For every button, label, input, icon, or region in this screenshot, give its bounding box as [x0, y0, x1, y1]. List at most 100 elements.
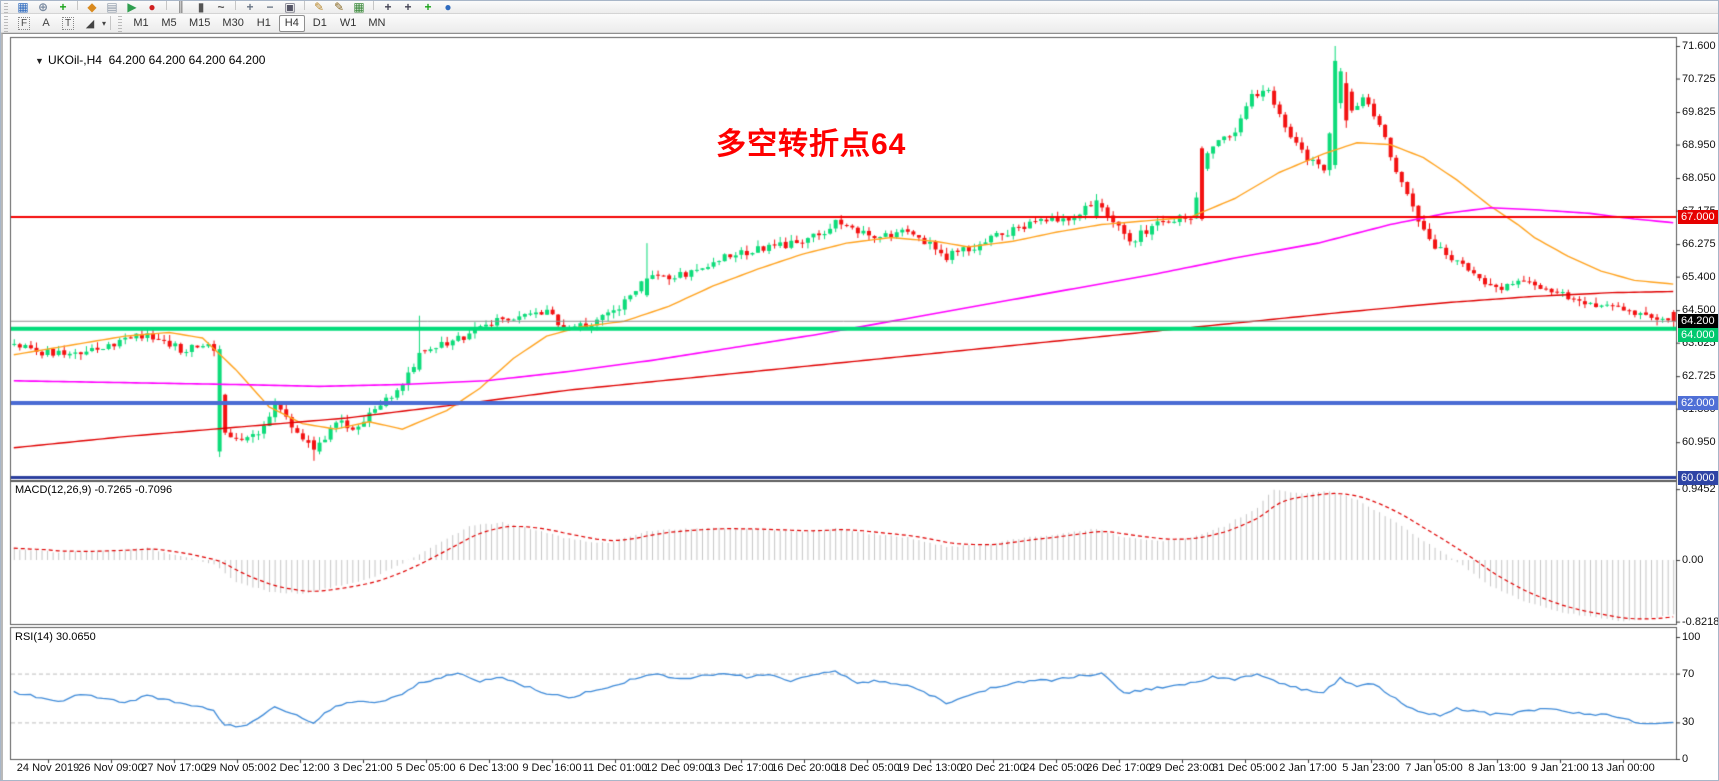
zoom-in-icon[interactable]: + [246, 1, 254, 14]
time-tick-label: 11 Dec 01:00 [582, 762, 648, 774]
time-tick-label: 24 Nov 2019 [16, 762, 80, 774]
crosshair2-icon[interactable]: + [404, 1, 412, 14]
time-tick-label: 19 Dec 13:00 [897, 762, 963, 774]
timeframe-button-m30[interactable]: M30 [217, 15, 248, 32]
time-tick-label: 3 Dec 21:00 [333, 762, 393, 774]
toolbar-separator [77, 1, 78, 10]
price-line-label: 60.000 [1678, 470, 1718, 485]
text-tool-icon[interactable]: T [57, 15, 79, 32]
zoom-icon[interactable]: ⊕ [37, 1, 49, 14]
stop-icon[interactable]: ● [148, 1, 156, 14]
symbol-dropdown-icon[interactable]: ▼ [35, 56, 44, 66]
timeframe-button-h1[interactable]: H1 [251, 15, 277, 32]
time-tick-label: 26 Nov 09:00 [78, 762, 144, 774]
label-tool-icon[interactable]: A [42, 17, 50, 29]
time-tick-label: 5 Jan 23:00 [1342, 762, 1400, 774]
time-tick-label: 29 Dec 23:00 [1149, 762, 1215, 774]
time-tick-label: 26 Dec 17:00 [1086, 762, 1152, 774]
arrows-tool-icon[interactable]: ◢ [85, 17, 95, 30]
tile-windows-icon[interactable]: ▣ [284, 1, 296, 14]
time-tick-label: 2 Dec 12:00 [270, 762, 330, 774]
zoom-out-icon[interactable]: − [266, 1, 274, 14]
timeframe-button-mn[interactable]: MN [363, 15, 390, 32]
time-tick-label: 31 Dec 05:00 [1212, 762, 1278, 774]
about-icon[interactable]: ● [444, 1, 452, 14]
chart-annotation-text[interactable]: 多空转折点64 [716, 128, 907, 161]
rsi-tick-label: 100 [1682, 631, 1701, 643]
standard-toolbar: ▦ ⊕ + ◆ ▤ ▶ ● ║ ▮ ~ + − ▣ ✎ ✎ ▦ + + + ● [1, 1, 1718, 14]
symbol-ohlc-line[interactable]: ▼ UKOil-,H4 64.200 64.200 64.200 64.200 [15, 39, 265, 81]
price-tick-label: 68.950 [1682, 138, 1716, 151]
price-tick-label: 60.950 [1682, 436, 1716, 449]
arrows-dropdown-caret[interactable]: ▾ [102, 18, 107, 28]
chart-candles-icon[interactable]: ▮ [197, 1, 205, 14]
macd-indicator-label: MACD(12,26,9) -0.7265 -0.7096 [15, 484, 173, 496]
timeframe-button-w1[interactable]: W1 [335, 15, 362, 32]
timeframe-button-d1[interactable]: D1 [307, 15, 333, 32]
chart-area: ▼ UKOil-,H4 64.200 64.200 64.200 64.200 多… [1, 33, 1719, 780]
toolbar-grip[interactable] [3, 1, 10, 13]
macd-tick-label: 0.00 [1682, 554, 1704, 566]
rsi-tick-label: 0 [1682, 753, 1689, 765]
add-chart-icon[interactable]: + [59, 1, 67, 14]
time-tick-label: 2 Jan 17:00 [1279, 762, 1337, 774]
price-line-label: 64.200 [1678, 314, 1718, 329]
chart-bars-icon[interactable]: ║ [176, 1, 186, 14]
price-tick-label: 65.400 [1682, 270, 1716, 283]
price-tick-label: 71.600 [1682, 40, 1716, 52]
price-tick-label: 69.825 [1682, 106, 1716, 119]
time-tick-label: 18 Dec 05:00 [834, 762, 900, 774]
compose-icon[interactable]: ◆ [87, 1, 97, 14]
time-tick-label: 5 Dec 05:00 [396, 762, 456, 774]
pencil2-icon[interactable]: ✎ [333, 1, 345, 14]
print-icon[interactable]: ▤ [106, 1, 118, 14]
time-tick-label: 9 Jan 21:00 [1531, 762, 1589, 774]
rsi-tick-label: 70 [1682, 667, 1695, 680]
timeframe-button-m15[interactable]: M15 [184, 15, 215, 32]
timeframe-button-m5[interactable]: M5 [156, 15, 182, 32]
timeframes-toolbar: F A T ◢ ▾ M1 M5 M15 M30 H1 H4 D1 W1 MN [1, 14, 1718, 33]
time-tick-label: 16 Dec 20:00 [771, 762, 837, 774]
price-line-label: 62.000 [1678, 396, 1718, 411]
toolbar-grip-3[interactable] [117, 14, 125, 32]
toolbar-grip-2[interactable] [3, 14, 10, 32]
macd-tick-label: 0.9452 [1682, 483, 1716, 496]
toolbar-separator [304, 1, 305, 10]
crosshair-icon[interactable]: + [384, 1, 392, 14]
price-tick-label: 64.500 [1682, 304, 1716, 317]
time-tick-label: 9 Dec 16:00 [522, 762, 582, 774]
time-tick-label: 29 Nov 05:00 [204, 762, 270, 774]
time-tick-label: 13 Jan 00:00 [1591, 762, 1655, 774]
price-line-label: 67.000 [1678, 210, 1718, 225]
preview-icon[interactable]: ▶ [127, 1, 137, 14]
indicators-icon[interactable]: ▦ [353, 1, 365, 14]
chart-canvas[interactable] [3, 34, 1718, 780]
price-tick-label: 62.725 [1682, 370, 1716, 383]
time-tick-label: 12 Dec 09:00 [645, 762, 711, 774]
time-tick-label: 20 Dec 21:00 [960, 762, 1026, 774]
symbol-ohlc-text: UKOil-,H4 64.200 64.200 64.200 64.200 [47, 53, 266, 67]
time-tick-label: 7 Jan 05:00 [1405, 762, 1463, 774]
price-tick-label: 68.050 [1682, 172, 1716, 185]
toolbar-separator [373, 1, 374, 10]
toolbar-separator [166, 1, 167, 10]
new-order-icon[interactable]: ▦ [17, 1, 29, 14]
rsi-indicator-label: RSI(14) 30.0650 [15, 631, 96, 643]
toolbar-separator [235, 1, 236, 10]
add-indicator-icon[interactable]: + [424, 1, 432, 14]
price-tick-label: 70.725 [1682, 72, 1716, 85]
time-tick-label: 13 Dec 17:00 [708, 762, 774, 774]
time-tick-label: 6 Dec 13:00 [459, 762, 519, 774]
rsi-tick-label: 30 [1682, 716, 1695, 729]
toolbar-separator [110, 16, 112, 30]
timeframe-button-h4[interactable]: H4 [278, 14, 305, 32]
chart-line-icon[interactable]: ~ [217, 1, 225, 14]
timeframe-button-m1[interactable]: M1 [128, 15, 154, 32]
time-tick-label: 27 Nov 17:00 [141, 762, 207, 774]
pencil-icon[interactable]: ✎ [313, 1, 325, 14]
font-grid-tool-icon[interactable]: F [13, 15, 35, 32]
price-line-label: 64.000 [1678, 328, 1718, 343]
macd-tick-label: -0.8218 [1682, 615, 1719, 628]
price-tick-label: 66.275 [1682, 238, 1716, 251]
